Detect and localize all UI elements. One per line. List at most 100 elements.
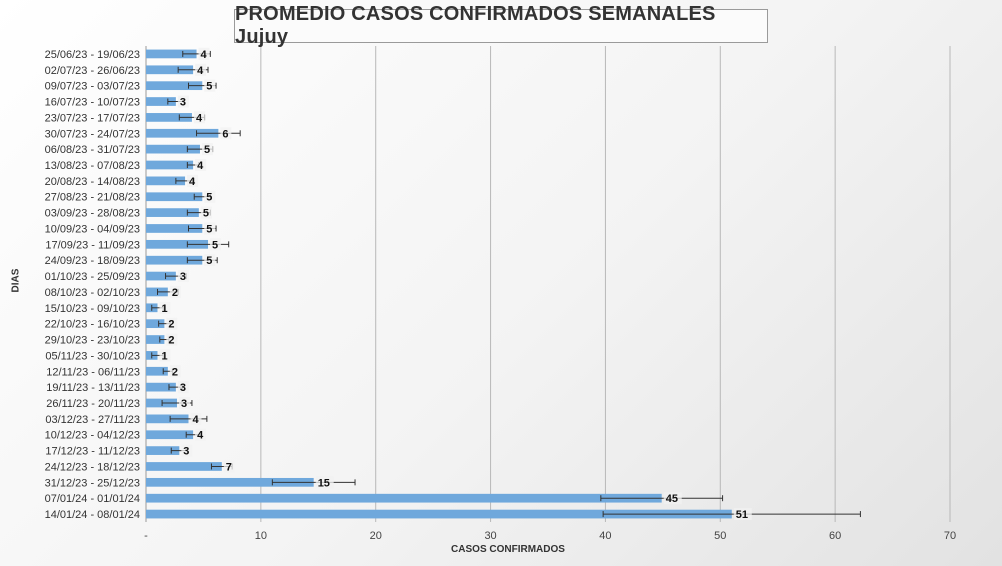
category-label: 03/12/23 - 27/11/23	[45, 414, 140, 426]
data-label-bg	[195, 428, 207, 441]
data-label: 51	[736, 509, 748, 521]
category-label: 08/10/23 - 02/10/23	[45, 287, 140, 299]
data-label-bg	[210, 238, 222, 251]
bar	[146, 398, 178, 408]
data-label: 2	[168, 319, 174, 331]
category-label: 15/10/23 - 09/10/23	[45, 303, 140, 315]
category-label: 05/11/23 - 30/10/23	[45, 350, 140, 362]
x-tick-label: 30	[484, 530, 496, 542]
bar	[146, 144, 200, 154]
data-label-bg	[169, 365, 181, 378]
data-label: 5	[206, 192, 212, 204]
data-label-bg	[181, 444, 193, 457]
category-label: 10/12/23 - 04/12/23	[45, 430, 140, 442]
data-label-bg	[223, 460, 235, 473]
data-label: 3	[181, 398, 187, 410]
data-label: 4	[189, 176, 196, 188]
data-label: 4	[201, 49, 208, 61]
category-label: 25/06/23 - 19/06/23	[45, 49, 140, 61]
data-label-bg	[177, 381, 189, 394]
data-label: 2	[168, 335, 174, 347]
data-label: 6	[222, 128, 228, 140]
category-label: 17/12/23 - 11/12/23	[45, 446, 140, 458]
bar	[146, 287, 168, 297]
data-label-bg	[177, 270, 189, 283]
data-label: 2	[172, 287, 178, 299]
bar	[146, 65, 194, 75]
data-label: 2	[172, 366, 178, 378]
category-label: 06/08/23 - 31/07/23	[45, 144, 140, 156]
category-label: 10/09/23 - 04/09/23	[45, 223, 140, 235]
bar	[146, 192, 203, 202]
data-label-bg	[177, 95, 189, 108]
data-label-bg	[193, 111, 205, 124]
data-label: 5	[204, 144, 210, 156]
bar	[146, 462, 222, 471]
data-label-bg	[159, 301, 171, 314]
data-label-bg	[169, 285, 181, 298]
bar	[146, 97, 176, 106]
data-label-bg	[190, 412, 202, 425]
data-label-bg	[198, 47, 210, 60]
x-tick-label: 10	[255, 530, 267, 542]
category-label: 13/08/23 - 07/08/23	[45, 160, 140, 172]
x-tick-label: 50	[714, 530, 726, 542]
x-axis-label: CASOS CONFIRMADOS	[451, 544, 565, 555]
data-label: 5	[206, 81, 212, 93]
bar	[146, 366, 168, 376]
data-label-bg	[315, 476, 334, 489]
category-label: 12/11/23 - 06/11/23	[46, 366, 140, 378]
bar	[146, 128, 219, 138]
category-label: 17/09/23 - 11/09/23	[45, 239, 140, 251]
category-label: 20/08/23 - 14/08/23	[45, 176, 140, 188]
category-tick-labels: 25/06/23 - 19/06/23 02/07/23 - 26/06/23 09…	[45, 49, 140, 521]
bar	[146, 49, 197, 59]
category-label: 23/07/23 - 17/07/23	[45, 112, 140, 124]
data-label: 1	[161, 350, 167, 362]
category-label: 02/07/23 - 26/06/23	[45, 65, 140, 77]
x-tick-label: 20	[370, 530, 382, 542]
bar	[146, 493, 662, 503]
data-label: 4	[197, 430, 204, 442]
category-label: 31/12/23 - 25/12/23	[45, 477, 140, 489]
data-label: 4	[197, 160, 204, 172]
data-label: 4	[192, 414, 199, 426]
bar	[146, 160, 194, 170]
category-label: 22/10/23 - 16/10/23	[45, 319, 140, 331]
data-label-bg	[200, 206, 212, 219]
y-axis-label: DIAS	[10, 268, 22, 293]
data-label: 5	[212, 239, 218, 251]
data-label: 7	[226, 461, 232, 473]
data-label: 5	[206, 255, 212, 267]
data-label-bg	[187, 174, 199, 187]
bar	[146, 224, 203, 233]
chart-title: PROMEDIO CASOS CONFIRMADOS SEMANALES Juj…	[234, 3, 768, 48]
x-tick-label: -	[144, 530, 148, 542]
category-label: 24/09/23 - 18/09/23	[45, 255, 140, 267]
bar	[146, 81, 203, 91]
data-label: 3	[180, 382, 186, 394]
bar	[146, 414, 189, 424]
data-label: 5	[206, 223, 212, 235]
x-tick-label: 60	[829, 530, 841, 542]
category-label: 30/07/23 - 24/07/23	[45, 128, 140, 140]
data-label-bg	[195, 63, 207, 76]
bar	[146, 255, 203, 265]
data-label-bg	[663, 492, 682, 505]
data-label: 3	[180, 97, 186, 109]
data-label-bg	[166, 317, 178, 330]
bar	[146, 113, 192, 122]
bar	[146, 335, 165, 344]
data-label: 1	[161, 303, 167, 315]
grid-lines	[145, 46, 951, 522]
data-label-bg	[220, 127, 232, 140]
bars	[146, 49, 732, 519]
data-label-bg	[166, 333, 178, 346]
x-tick-label: 40	[599, 530, 611, 542]
bar	[146, 239, 209, 249]
bar	[146, 382, 176, 392]
data-label-bg	[204, 190, 216, 203]
data-label: 3	[183, 446, 189, 458]
